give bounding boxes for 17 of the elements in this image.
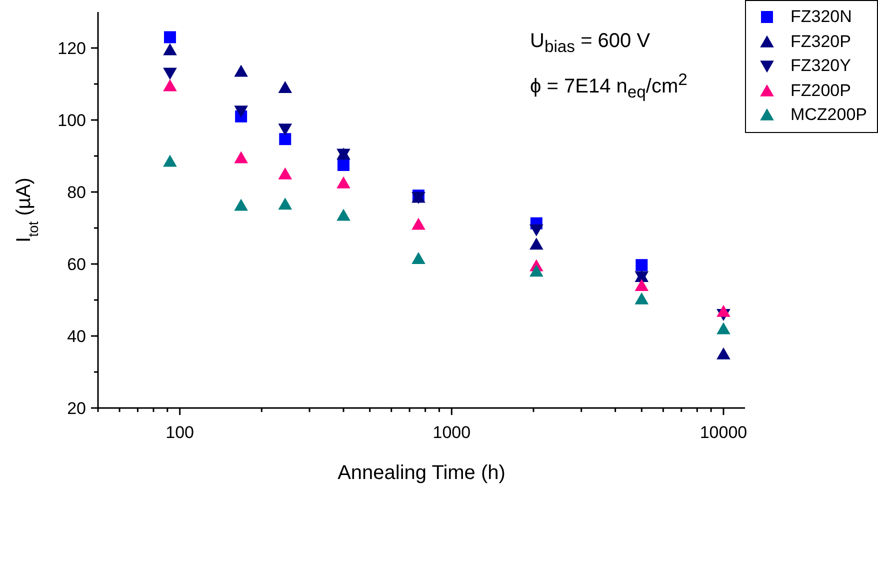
legend-label: MCZ200P bbox=[790, 105, 867, 126]
legend-label: FZ320P bbox=[790, 32, 851, 52]
x-tick-label: 100 bbox=[166, 423, 194, 442]
annotation: U$_{bias}$ = 600 V bbox=[530, 30, 650, 57]
y-tick-label: 40 bbox=[67, 327, 86, 346]
y-tick-label: 120 bbox=[58, 39, 86, 58]
y-tick-label: 20 bbox=[67, 399, 86, 418]
x-tick-label: 10000 bbox=[700, 423, 748, 442]
legend-label: FZ320Y bbox=[790, 56, 851, 76]
x-axis-title: Annealing Time (h) bbox=[338, 462, 506, 484]
y-tick-label: 60 bbox=[67, 255, 86, 274]
legend-label: FZ320N bbox=[790, 7, 852, 28]
y-tick-label: 80 bbox=[67, 183, 86, 202]
legend-label: FZ200P bbox=[790, 80, 851, 101]
x-tick-label: 1000 bbox=[432, 423, 471, 442]
annotation: ϕ = 7E14 n$_{eq}$/cm$^{2}$ bbox=[530, 70, 688, 103]
y-tick-label: 100 bbox=[58, 111, 86, 130]
